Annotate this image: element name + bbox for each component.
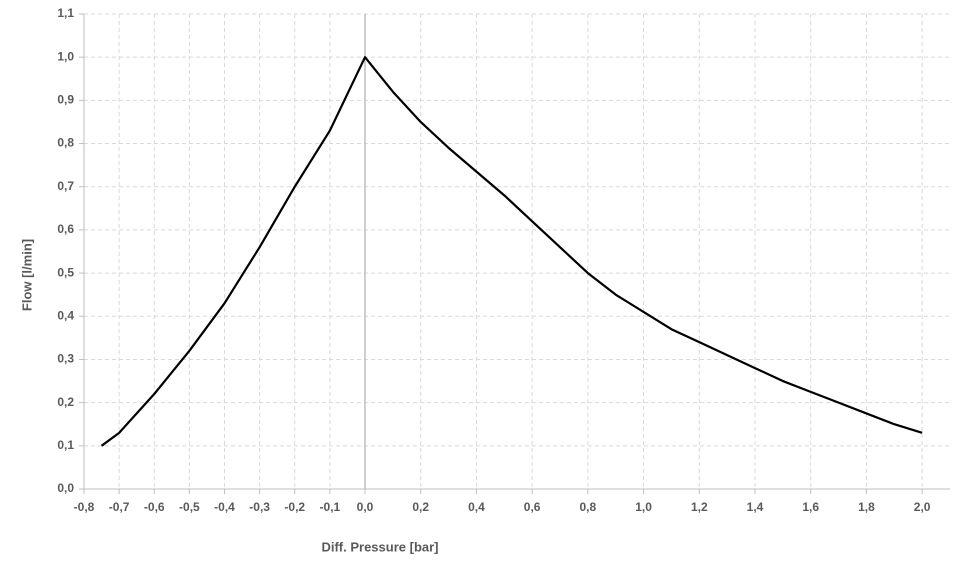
x-tick-label: 1,2	[691, 500, 708, 514]
x-tick-label: 1,8	[858, 500, 875, 514]
x-axis-title: Diff. Pressure [bar]	[321, 539, 438, 554]
x-tick-label: 1,6	[802, 500, 819, 514]
x-tick-label: -0,7	[109, 500, 130, 514]
x-tick-label: 2,0	[914, 500, 931, 514]
y-tick-label: 0,7	[57, 179, 74, 193]
y-tick-label: 0,3	[57, 352, 74, 366]
x-tick-label: -0,8	[74, 500, 95, 514]
x-tick-label: -0,2	[284, 500, 305, 514]
x-tick-label: 0,0	[357, 500, 374, 514]
x-tick-label: -0,3	[249, 500, 270, 514]
x-tick-label: 1,0	[635, 500, 652, 514]
y-tick-label: 1,0	[57, 49, 74, 63]
y-tick-label: 0,2	[57, 395, 74, 409]
x-tick-label: 0,4	[468, 500, 485, 514]
x-tick-label: 0,2	[412, 500, 429, 514]
x-tick-label: 0,8	[580, 500, 597, 514]
y-tick-label: 1,1	[57, 6, 74, 20]
y-axis-title: Flow [l/min]	[19, 239, 34, 311]
x-tick-label: -0,1	[320, 500, 341, 514]
x-tick-label: 1,4	[747, 500, 764, 514]
x-tick-label: -0,5	[179, 500, 200, 514]
x-tick-label: -0,6	[144, 500, 165, 514]
x-tick-label: 0,6	[524, 500, 541, 514]
y-tick-label: 0,0	[57, 481, 74, 495]
y-tick-label: 0,4	[57, 308, 74, 322]
y-tick-label: 0,5	[57, 265, 74, 279]
y-tick-label: 0,8	[57, 136, 74, 150]
data-line	[100, 56, 923, 447]
y-tick-label: 0,6	[57, 222, 74, 236]
y-tick-label: 0,1	[57, 438, 74, 452]
y-tick-label: 0,9	[57, 93, 74, 107]
x-tick-label: -0,4	[214, 500, 235, 514]
